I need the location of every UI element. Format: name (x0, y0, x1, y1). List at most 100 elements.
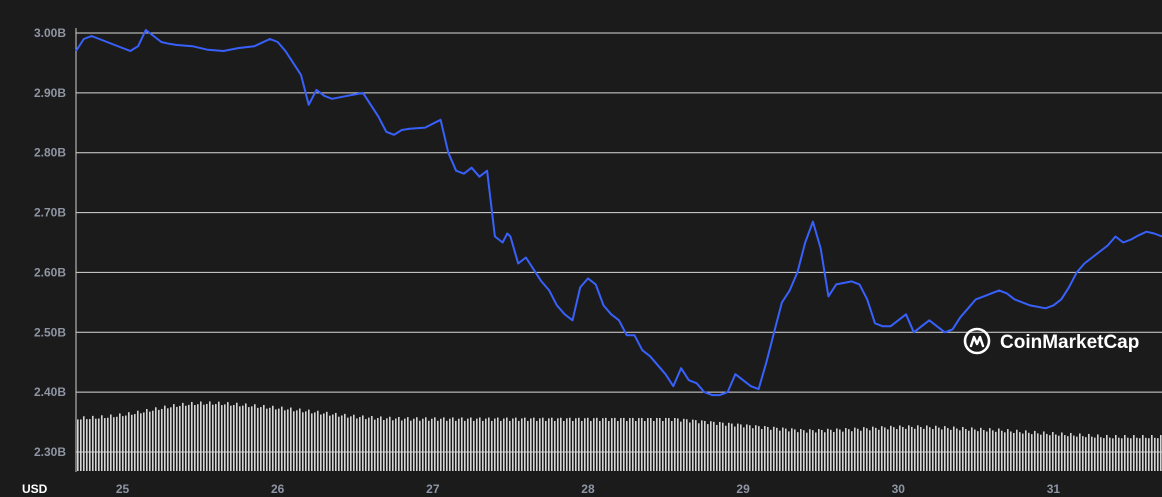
volume-bar (857, 428, 859, 471)
volume-bar (194, 405, 196, 471)
volume-bar (512, 418, 514, 471)
volume-bar (1022, 433, 1024, 471)
volume-bar (299, 408, 301, 471)
volume-bar (929, 427, 931, 471)
volume-bar (905, 428, 907, 471)
volume-bar (569, 417, 571, 471)
volume-bar (1040, 434, 1042, 471)
volume-bar (1094, 437, 1096, 471)
volume-bar (443, 417, 445, 471)
volume-bar (590, 420, 592, 471)
volume-bar (989, 428, 991, 471)
volume-bar (845, 428, 847, 471)
volume-bar (488, 417, 490, 471)
volume-bar (980, 427, 982, 471)
volume-bar (971, 427, 973, 471)
volume-bar (365, 419, 367, 471)
market-cap-line (75, 29, 1162, 397)
volume-bar (137, 410, 139, 471)
watermark: CoinMarketCap (963, 327, 1139, 355)
volume-bar (713, 421, 715, 471)
volume-bar (110, 414, 112, 471)
volume-bar (563, 420, 565, 471)
volume-bar (134, 414, 136, 471)
volume-bar (284, 410, 286, 471)
volume-bar (836, 428, 838, 471)
volume-bar (1100, 437, 1102, 471)
volume-bar (833, 431, 835, 471)
volume-bar (434, 417, 436, 471)
volume-bar (686, 419, 688, 471)
volume-bar (1055, 434, 1057, 471)
volume-bar (596, 417, 598, 471)
volume-bar (332, 414, 334, 471)
volume-bar (1034, 430, 1036, 471)
volume-bar (296, 410, 298, 471)
x-tick-label: 29 (736, 482, 750, 496)
volume-bar (257, 407, 259, 471)
volume-bar (533, 417, 535, 471)
x-tick-label: 30 (892, 482, 906, 496)
volume-bar (335, 412, 337, 471)
volume-bar (251, 406, 253, 471)
volume-bar (962, 426, 964, 471)
volume-bar (869, 430, 871, 471)
volume-bar (1103, 438, 1105, 471)
volume-bar (287, 409, 289, 471)
volume-bar (197, 404, 199, 471)
volume-bar (215, 404, 217, 471)
volume-bar (1019, 432, 1021, 471)
volume-bar (1109, 437, 1111, 471)
volume-bar (83, 416, 85, 471)
volume-bar (371, 415, 373, 471)
volume-bar (191, 401, 193, 471)
volume-bar (770, 429, 772, 471)
volume-bar (266, 408, 268, 471)
volume-bar (329, 415, 331, 471)
volume-bar (644, 420, 646, 471)
volume-bar (953, 426, 955, 471)
volume-bar (965, 429, 967, 471)
volume-bar (461, 417, 463, 471)
volume-bar (875, 427, 877, 471)
volume-bar (545, 420, 547, 471)
volume-bar (815, 432, 817, 471)
volume-bar (1157, 438, 1159, 471)
volume-bar (638, 418, 640, 471)
volume-bar (1130, 438, 1132, 471)
volume-bar (608, 420, 610, 471)
volume-bar (1079, 433, 1081, 471)
volume-bar (293, 411, 295, 471)
volume-bar (689, 422, 691, 471)
volume-bar (101, 415, 103, 471)
volume-bar (1067, 436, 1069, 471)
x-tick-label: 28 (581, 482, 595, 496)
volume-bar (1091, 436, 1093, 471)
volume-bar (515, 417, 517, 471)
volume-bar (896, 429, 898, 471)
volume-bar (1118, 437, 1120, 471)
x-tick-label: 25 (116, 482, 130, 496)
volume-bar (410, 420, 412, 471)
volume-bar (206, 403, 208, 471)
volume-bar (749, 425, 751, 471)
volume-bar (179, 405, 181, 471)
volume-bar (431, 418, 433, 471)
volume-bar (497, 417, 499, 471)
volume-bar (602, 418, 604, 471)
volume-bar (620, 418, 622, 471)
volume-bar (1142, 435, 1144, 471)
volume-bar (1010, 431, 1012, 471)
volume-bar (650, 417, 652, 471)
volume-bar (1016, 429, 1018, 471)
volume-bar (140, 413, 142, 471)
volume-bar (521, 418, 523, 471)
volume-bar (185, 405, 187, 471)
volume-bar (554, 420, 556, 471)
volume-bar (773, 426, 775, 471)
volume-bar (455, 420, 457, 471)
volume-bar (746, 424, 748, 471)
volume-bar (830, 429, 832, 471)
volume-bar (824, 432, 826, 471)
